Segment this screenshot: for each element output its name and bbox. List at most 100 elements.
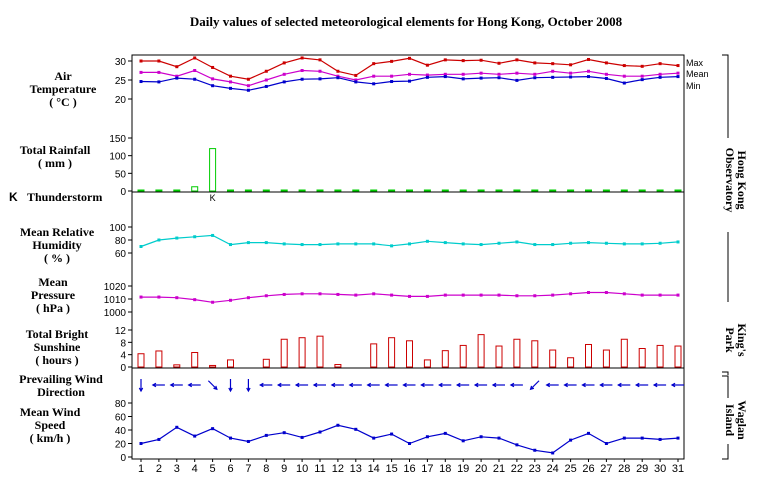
wind-speed-line-point (640, 436, 644, 440)
wind-direction-arrow (312, 382, 326, 388)
wind-speed-line-point (604, 442, 608, 445)
wind-arrow-head (545, 382, 551, 388)
x-tick-label: 9 (281, 463, 287, 475)
temperature-mean-line-point (425, 73, 429, 77)
observatory-bracket (722, 54, 729, 138)
x-tick-label: 11 (314, 463, 325, 475)
rainfall-bar (316, 189, 324, 192)
humidity-line-point (300, 243, 304, 247)
station-kingspark-1: King's (735, 323, 749, 357)
x-tick-label: 25 (564, 463, 576, 475)
sunshine-bar (406, 340, 413, 368)
rainfall-bar (513, 189, 521, 192)
temperature-min-line-point (551, 75, 555, 79)
temperature-min-line-point (604, 76, 608, 80)
wind-direction-arrow (187, 382, 201, 388)
sunshine-bar (334, 364, 342, 368)
humidity-line-point (622, 242, 626, 246)
humidity-line-point (443, 241, 447, 245)
sunshine-bar (459, 344, 467, 368)
rainfall-bar (406, 189, 413, 192)
temperature-mean-line-point (497, 72, 501, 76)
humidity-line-point (318, 243, 322, 247)
pressure-line-point (264, 294, 268, 298)
temperature-max-line-point (390, 59, 394, 63)
wind-arrow-head (294, 382, 300, 388)
temperature-max-line-point (264, 69, 268, 73)
temperature-min-line-point (264, 84, 268, 88)
sunshine-bar (316, 335, 324, 368)
pressure-line-point (390, 293, 394, 297)
temperature-min-line-point (390, 80, 394, 84)
wind-direction-arrow (330, 382, 344, 388)
humidity-line-point (193, 235, 197, 239)
pressure-tick-label: 1020 (104, 282, 127, 293)
temperature-min-line-point (461, 77, 465, 81)
station-observatory-2: Observatory (723, 148, 737, 213)
sunshine-bar (674, 345, 682, 368)
wind-direction-arrow (473, 382, 488, 388)
wind-arrow-head (187, 382, 193, 388)
x-tick-label: 18 (439, 463, 451, 475)
legend-mean: Mean (686, 69, 709, 79)
wind-speed-tick-label: 80 (115, 399, 127, 410)
x-tick-label: 8 (263, 463, 269, 475)
sunshine-bar (513, 338, 521, 368)
chart-frame (131, 54, 685, 460)
rainfall-bar (370, 189, 378, 192)
wind-arrow-head (169, 382, 175, 388)
temperature-min-line-point (676, 75, 680, 79)
rainfall-bar (674, 189, 682, 192)
sunshine-bar (441, 350, 449, 368)
sunshine-bar (423, 359, 431, 368)
humidity-line-point (515, 240, 519, 244)
wind-arrow-head (366, 382, 372, 388)
wind-arrow-head (599, 382, 604, 388)
waglan-bracket-lower (722, 444, 729, 460)
wind-speed-line-point (443, 431, 447, 435)
rainfall-bar (191, 186, 199, 192)
pressure-line-point (497, 293, 501, 297)
temperature-min-line-point (479, 76, 483, 80)
sunshine-bar (262, 358, 270, 368)
temperature-max-line-point (157, 59, 161, 63)
wind-speed-line-point (157, 437, 161, 441)
wind-speed-line-point (372, 436, 376, 440)
pressure-line-point (408, 294, 411, 298)
wind-speed-tick-label: 0 (120, 453, 126, 464)
wind-direction-arrow (438, 382, 452, 388)
temperature-mean-line-point (157, 70, 161, 74)
temperature-max-line-point (372, 62, 376, 66)
rainfall-bar (262, 189, 270, 192)
sunshine-bar (638, 348, 646, 368)
sunshine-bar (280, 338, 288, 368)
rainfall-tick-label: 0 (120, 187, 126, 198)
temperature-max-line-point (336, 69, 340, 73)
humidity-line-point (354, 242, 358, 246)
temperature-mean-line-point (390, 74, 394, 78)
pressure-line-point (604, 291, 608, 294)
rainfall-bar (423, 189, 431, 192)
temperature-min-line-point (139, 80, 143, 84)
temperature-mean-line-point (193, 69, 197, 72)
sunshine-label-3: ( hours ) (35, 353, 78, 367)
temperature-min-line-point (246, 88, 250, 92)
pressure-line-point (587, 291, 590, 294)
temperature-min-line-point (193, 77, 197, 81)
wind-arrow-head (652, 382, 658, 388)
temperature-max-line-point (408, 56, 411, 60)
pressure-line-point (640, 293, 644, 297)
humidity-line-point (658, 241, 662, 245)
wind-arrow-head (509, 382, 515, 388)
wind-speed-line-point (282, 431, 286, 435)
x-tick-label: 27 (600, 463, 612, 475)
wind-arrow-head (473, 382, 479, 388)
temperature-mean-line-point (211, 77, 215, 81)
x-tick-label: 7 (245, 463, 251, 475)
temperature-min-line-point (587, 75, 590, 79)
x-tick-label: 21 (493, 463, 505, 475)
humidity-line-point (676, 240, 680, 244)
rainfall-tick-label: 150 (109, 134, 126, 145)
thunderstorm-day-icon: K (210, 193, 216, 203)
humidity-tick-label: 60 (115, 249, 127, 260)
